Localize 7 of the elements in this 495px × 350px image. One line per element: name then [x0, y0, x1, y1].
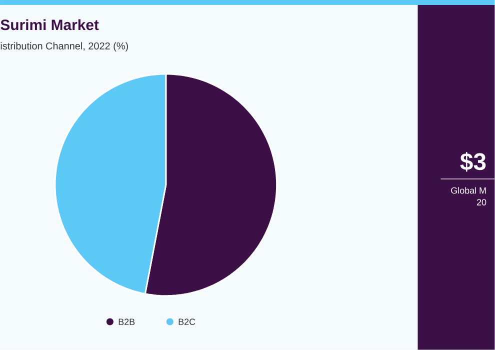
chart-subtitle: istribution Channel, 2022 (%): [0, 42, 128, 52]
text: Global M: [451, 187, 486, 194]
legend-label: B2B: [118, 318, 135, 326]
legend-label: B2C: [178, 318, 196, 326]
text: $3: [460, 152, 486, 172]
text: 20: [476, 199, 486, 206]
chart-title: Surimi Market: [0, 19, 99, 30]
